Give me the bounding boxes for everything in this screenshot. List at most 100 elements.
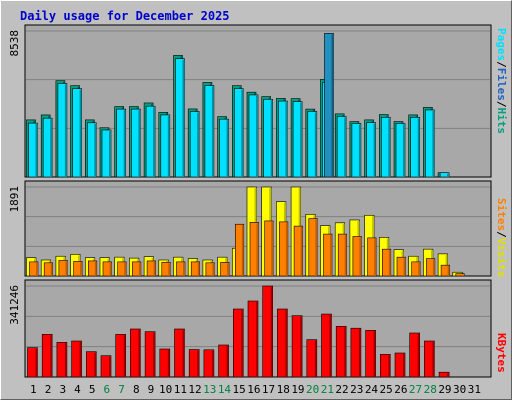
bar-sites-day-19-shade [300,227,303,276]
bar-kbytes-day-2-shade [50,335,53,377]
bar-files-day-29-shade [447,173,450,177]
bar-kbytes-day-4-shade [79,341,82,377]
bar-sites-day-17-shade [271,221,274,276]
x-label-day-6: 6 [104,383,111,396]
bar-sites-day-3-shade [65,261,68,276]
bar-files-day-9-shade [153,107,156,177]
bar-files-day-24-shade [373,123,376,177]
bar-files-day-18-shade [285,102,288,177]
x-label-day-18: 18 [277,383,290,396]
x-label-day-21: 21 [321,383,334,396]
bar-kbytes-day-9-shade [153,332,156,377]
bar-sites-day-26-shade [403,258,406,276]
y-max-label-kbytes: 341246 [8,285,21,325]
x-label-day-11: 11 [174,383,187,396]
bars [26,33,465,378]
bar-sites-day-2-shade [50,263,53,276]
x-label-day-29: 29 [438,383,451,396]
bar-kbytes-day-29-shade [447,373,450,377]
bar-sites-day-28-shade [432,259,435,276]
bar-sites-day-7-shade [124,262,127,276]
x-label-day-17: 17 [262,383,275,396]
legend-sep: / [495,231,508,238]
x-label-day-27: 27 [409,383,422,396]
bar-kbytes-day-19-shade [300,316,303,377]
bar-files-day-2-shade [50,119,53,177]
x-label-day-19: 19 [291,383,304,396]
bar-kbytes-day-11-shade [182,329,185,377]
legend-sep1: / [495,61,508,68]
bar-kbytes-day-22-shade [344,327,347,377]
bar-sites-day-13-shade [212,263,215,276]
bar-sites-day-4-shade [80,262,83,276]
bar-kbytes-day-17-shade [270,287,273,377]
bar-files-day-27-shade [417,118,420,177]
x-label-day-5: 5 [89,383,96,396]
bar-files-day-26-shade [403,124,405,177]
bar-kbytes-day-23-shade [358,329,361,377]
x-label-day-2: 2 [45,383,52,396]
bar-sites-day-24-shade [374,238,377,276]
bar-files-day-5-shade [94,123,97,177]
bar-sites-day-18-shade [285,222,288,276]
bar-kbytes-day-5-shade [94,352,97,377]
bar-files-day-10-shade [167,115,170,177]
x-label-day-4: 4 [74,383,81,396]
bar-files-day-4-shade [79,89,82,177]
bar-files-day-22-shade [344,117,347,177]
legend-visits: Visits [495,238,508,278]
bar-kbytes-day-21-shade [329,315,332,377]
chart-title: Daily usage for December 2025 [20,9,230,23]
y-max-label-visits: 1891 [8,186,21,213]
bar-kbytes-day-10-shade [167,349,170,377]
x-label-day-8: 8 [133,383,140,396]
bar-files-day-13-shade [211,86,214,177]
legend-sep2: / [495,101,508,108]
x-label-day-16: 16 [247,383,260,396]
x-label-day-14: 14 [218,383,232,396]
x-label-day-20: 20 [306,383,319,396]
x-label-day-25: 25 [380,383,393,396]
bar-files-day-25-shade [388,118,391,177]
bar-files-day-23-shade [358,124,361,177]
x-label-day-12: 12 [188,383,201,396]
bar-kbytes-day-7-shade [123,335,126,377]
legend-visits-sites: Sites/Visits [495,198,508,278]
x-label-day-28: 28 [424,383,437,396]
bar-sites-day-22-shade [344,235,347,276]
bar-files-day-6-shade [109,130,111,177]
bar-sites-day-30-shade [462,274,465,276]
legend-pages: Pages [495,28,508,61]
bar-files-day-1-shade [35,124,38,177]
x-label-day-15: 15 [233,383,246,396]
bar-files-day-17-shade [270,100,273,177]
bar-sites-day-23-shade [359,237,362,276]
bar-files-day-20-shade [314,112,317,177]
bar-sites-day-27-shade [418,262,421,276]
y-max-label-hits: 8538 [8,30,21,57]
bar-sites-day-5-shade [94,261,97,276]
legend-kbytes-label: KBytes [495,333,508,373]
bar-sites-day-1-shade [36,262,38,276]
bar-kbytes-day-20-shade [314,340,317,377]
bar-files-day-7-shade [123,110,126,177]
bar-kbytes-day-3-shade [64,343,67,377]
bar-kbytes-day-14-shade [226,345,229,377]
legend-sites: Sites [495,198,508,231]
bar-files-day-11-shade [182,59,185,177]
bar-kbytes-day-24-shade [373,331,376,377]
x-label-day-24: 24 [365,383,379,396]
bar-sites-day-9-shade [153,261,156,276]
bar-pages-day-21-shade [331,34,334,177]
bar-kbytes-day-15-shade [241,309,244,377]
legend-hits: Hits [495,108,508,135]
x-label-day-1: 1 [30,383,37,396]
bar-files-day-3-shade [64,84,67,177]
bar-kbytes-day-16-shade [256,301,258,377]
bar-sites-day-10-shade [168,263,171,276]
bar-sites-day-11-shade [183,262,185,276]
x-label-day-30: 30 [453,383,466,396]
bar-sites-day-21-shade [330,235,332,276]
x-label-day-23: 23 [350,383,363,396]
